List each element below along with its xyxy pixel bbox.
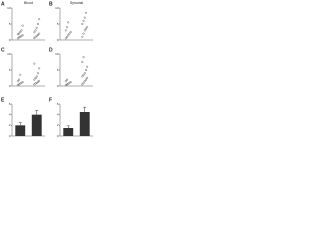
bar (31, 114, 42, 136)
bar (15, 125, 26, 136)
y-tick-label: 5 (57, 22, 59, 26)
y-tick-label: 6 (9, 102, 11, 106)
data-point (34, 29, 37, 32)
data-point (35, 75, 38, 78)
data-point (83, 29, 86, 32)
data-point (67, 82, 70, 85)
data-point (36, 80, 39, 83)
data-point (35, 81, 38, 84)
y-tick-label: 10 (55, 6, 59, 10)
data-point (33, 62, 36, 65)
data-point (64, 37, 67, 40)
y-tick-label: 10 (7, 52, 11, 56)
data-point (67, 21, 70, 24)
y-tick-label: 6 (57, 102, 59, 106)
data-point (83, 80, 86, 83)
data-point (18, 83, 21, 86)
data-point (16, 37, 19, 40)
data-point (64, 80, 67, 83)
data-point (18, 32, 21, 35)
data-point (69, 31, 72, 33)
data-point (82, 56, 85, 59)
data-point (34, 35, 37, 38)
y-tick-label: 0 (57, 84, 59, 88)
panel-title: Synovial (70, 1, 83, 5)
data-point (33, 37, 36, 40)
data-point (66, 35, 69, 38)
data-point (83, 72, 86, 75)
data-point (66, 26, 69, 29)
panel-label: B (49, 1, 53, 7)
data-point (69, 81, 72, 84)
data-point (21, 24, 24, 27)
data-point (21, 34, 24, 37)
data-point (38, 67, 41, 70)
data-point (18, 78, 21, 81)
data-point (36, 23, 39, 25)
panel-label: D (49, 47, 53, 53)
panel-label: E (1, 97, 5, 103)
y-tick-label: 0 (9, 38, 11, 42)
data-point (38, 18, 41, 21)
y-tick-label: 2 (57, 123, 59, 127)
data-point (82, 32, 85, 35)
data-point (19, 31, 22, 33)
data-point (38, 79, 41, 82)
data-point (86, 77, 89, 79)
panel-title: Blood (24, 1, 33, 5)
y-tick-label: 5 (9, 22, 11, 26)
y-tick-label: 0 (57, 38, 59, 42)
data-point (19, 73, 22, 76)
data-point (64, 29, 67, 32)
data-point (33, 78, 36, 81)
data-point (20, 35, 23, 38)
y-tick-label: 5 (57, 68, 59, 72)
data-point (35, 34, 38, 37)
y-tick-label: 0 (9, 84, 11, 88)
data-point (38, 32, 41, 35)
data-point (83, 16, 86, 19)
y-tick-label: 2 (9, 123, 11, 127)
data-point (81, 75, 84, 78)
y-tick-label: 0 (57, 134, 59, 138)
data-point (84, 78, 87, 81)
y-tick-label: 10 (7, 6, 11, 10)
data-point (86, 26, 89, 29)
data-point (81, 23, 84, 25)
data-point (20, 29, 23, 32)
panel-label: F (49, 97, 52, 103)
data-point (34, 77, 37, 79)
y-tick-label: 4 (57, 112, 59, 116)
bar (79, 112, 90, 136)
data-point (84, 11, 87, 14)
data-point (86, 65, 89, 68)
data-point (84, 69, 87, 71)
data-point (36, 33, 39, 36)
data-point (82, 19, 85, 22)
data-point (35, 26, 38, 29)
data-point (82, 73, 85, 76)
data-point (81, 83, 84, 86)
bar (63, 128, 74, 136)
data-point (16, 80, 19, 83)
data-point (36, 72, 39, 75)
y-tick-label: 5 (9, 68, 11, 72)
panel-label: C (1, 47, 5, 53)
data-point (66, 78, 69, 81)
data-point (33, 31, 36, 34)
panel-label: A (1, 1, 5, 7)
y-tick-label: 10 (55, 52, 59, 56)
data-point (67, 34, 70, 37)
data-point (68, 32, 71, 35)
y-tick-label: 0 (9, 134, 11, 138)
data-point (81, 35, 84, 38)
data-point (81, 61, 84, 63)
data-point (82, 81, 85, 84)
y-tick-label: 4 (9, 112, 11, 116)
data-point (33, 83, 36, 86)
data-point (84, 27, 87, 30)
data-point (21, 81, 24, 84)
